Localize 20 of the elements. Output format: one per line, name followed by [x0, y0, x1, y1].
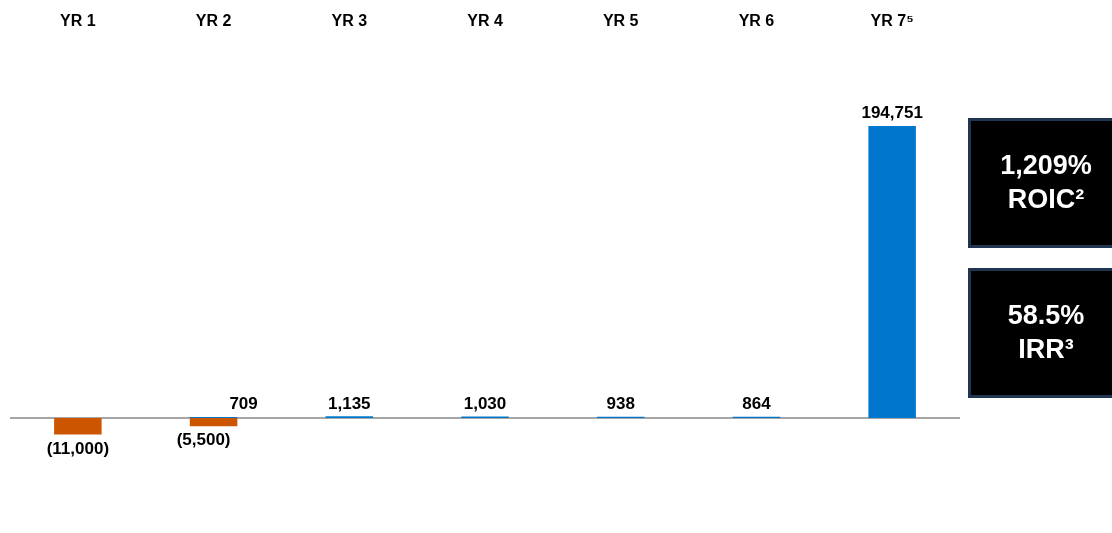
text: 58.5% IRR³ [968, 268, 1112, 398]
x-tick-label: YR 4 [467, 12, 503, 30]
x-tick-label: YR 6 [738, 12, 775, 30]
bar [868, 126, 916, 419]
data-label: 194,751 [861, 103, 923, 123]
data-label: 709 [229, 394, 258, 414]
data-label: 1,135 [328, 393, 371, 413]
bar [54, 418, 102, 435]
data-label: (5,500) [176, 430, 231, 450]
data-label: 938 [606, 393, 635, 413]
x-tick-label: YR 5 [602, 12, 639, 30]
x-tick-label: YR 7⁵ [870, 12, 914, 30]
bar [189, 418, 238, 427]
x-tick-label: YR 3 [331, 12, 368, 30]
x-tick-label: YR 1 [60, 12, 96, 30]
x-tick-label: YR 2 [195, 12, 232, 30]
data-label: (11,000) [46, 438, 110, 458]
data-label: 1,030 [463, 393, 507, 413]
text: 1,209% ROIC² [968, 118, 1112, 248]
data-label: 864 [742, 393, 772, 413]
